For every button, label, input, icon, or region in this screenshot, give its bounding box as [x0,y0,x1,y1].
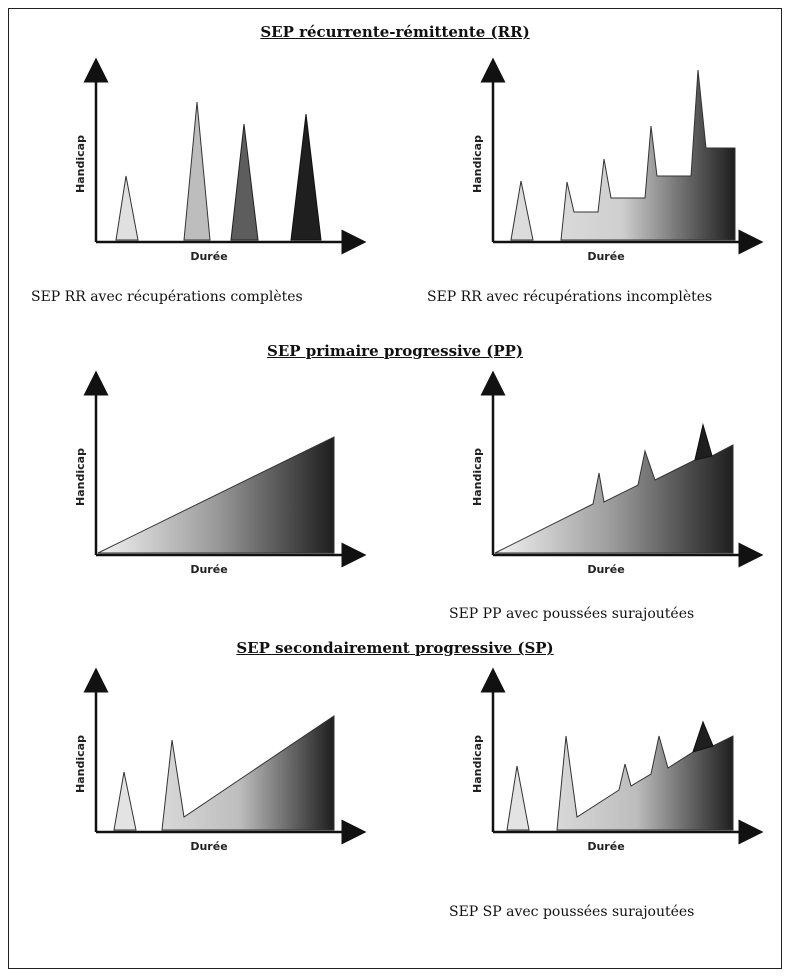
relapse-peak [692,720,714,753]
x-axis-label: Durée [190,840,227,853]
caption-pp-pushes: SEP PP avec poussées surajoutées [449,606,695,622]
y-axis-label: Handicap [471,448,484,506]
diagram-sp-pushes: Handicap Durée [471,667,764,853]
x-axis-label: Durée [190,250,227,263]
x-axis-label: Durée [587,563,624,576]
relapse-peak [510,180,534,241]
progressive-area [97,436,335,554]
relapse-peak [290,113,322,241]
y-axis-label: Handicap [471,735,484,793]
relapse-peak [506,765,530,831]
progressive-area [560,69,736,241]
x-axis-label: Durée [587,250,624,263]
caption-sp-pushes: SEP SP avec poussées surajoutées [449,904,695,920]
figure-frame: SEP récurrente-rémittente (RR) SEP prima… [8,8,782,969]
caption-rr-incomplete: SEP RR avec récupérations incomplètes [427,289,713,305]
progressive-area [556,720,734,831]
relapse-peak [115,175,139,241]
progressive-area [494,423,734,554]
relapse-peak [113,771,137,831]
y-axis-label: Handicap [74,135,87,193]
section-title-sp: SEP secondairement progressive (SP) [236,639,554,657]
section-title-pp: SEP primaire progressive (PP) [267,342,523,360]
diagram-sp: Handicap Durée [74,667,367,853]
diagram-pp-pushes: Handicap Durée [471,370,764,576]
relapse-peak [230,123,259,241]
progressive-area [161,715,335,831]
relapse-peak [694,423,713,461]
y-axis-label: Handicap [74,448,87,506]
x-axis-label: Durée [190,563,227,576]
y-axis-label: Handicap [471,135,484,193]
y-axis-label: Handicap [74,735,87,793]
x-axis-label: Durée [587,840,624,853]
diagram-rr-incomplete: Handicap Durée [471,57,764,263]
diagram-rr-complete: Handicap Durée [74,57,367,263]
relapse-peak [183,101,211,241]
caption-rr-complete: SEP RR avec récupérations complètes [31,289,303,305]
section-title-rr: SEP récurrente-rémittente (RR) [260,23,530,41]
diagram-pp: Handicap Durée [74,370,367,576]
